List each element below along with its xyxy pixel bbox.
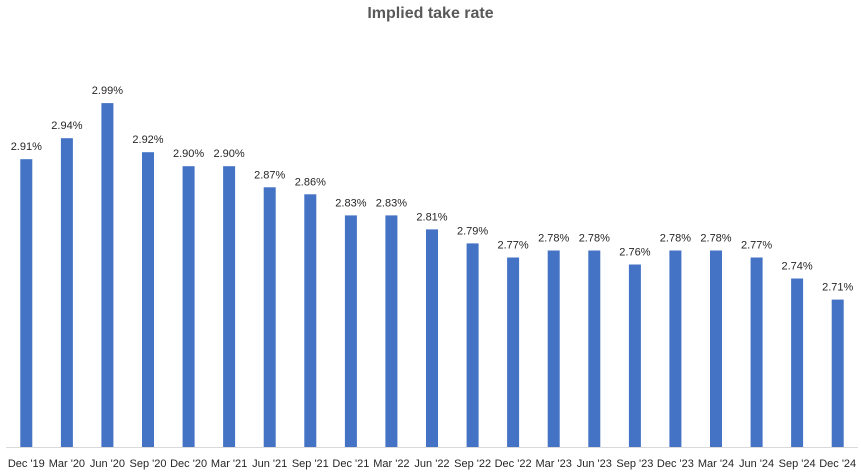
data-label-4: 2.90%: [173, 148, 204, 160]
x-tick-label-20: Dec '24: [819, 458, 856, 470]
data-label-14: 2.78%: [579, 233, 610, 245]
data-label-6: 2.87%: [254, 169, 285, 181]
bar-11: [466, 243, 479, 447]
bar-13: [547, 250, 560, 447]
x-tick-label-14: Jun '23: [577, 458, 612, 470]
x-tick-label-6: Jun '21: [252, 458, 287, 470]
x-tick-label-17: Mar '24: [698, 458, 734, 470]
bar-19: [791, 278, 804, 447]
data-label-19: 2.74%: [781, 261, 812, 273]
x-tick-label-8: Dec '21: [332, 458, 369, 470]
x-tick-label-2: Jun '20: [90, 458, 125, 470]
data-label-10: 2.81%: [416, 211, 447, 223]
chart-title: Implied take rate: [367, 5, 494, 22]
data-label-18: 2.77%: [741, 240, 772, 252]
bar-2: [101, 103, 114, 447]
x-tick-label-18: Jun '24: [739, 458, 774, 470]
bar-6: [263, 187, 276, 448]
x-tick-label-16: Dec '23: [657, 458, 694, 470]
bar-17: [710, 250, 722, 447]
bar-10: [426, 229, 438, 447]
data-label-2: 2.99%: [92, 85, 123, 97]
data-label-3: 2.92%: [132, 134, 163, 146]
data-label-11: 2.79%: [457, 225, 488, 237]
bar-3: [142, 152, 154, 447]
x-tick-label-11: Sep '22: [454, 458, 491, 470]
data-label-16: 2.78%: [660, 233, 691, 245]
x-tick-label-7: Sep '21: [292, 458, 329, 470]
bar-20: [831, 299, 844, 447]
data-label-20: 2.71%: [822, 282, 853, 294]
x-tick-label-9: Mar '22: [373, 458, 409, 470]
x-tick-label-4: Dec '20: [170, 458, 207, 470]
bar-7: [304, 194, 317, 447]
x-tick-label-5: Mar '21: [211, 458, 247, 470]
bar-15: [628, 264, 641, 447]
bar-12: [507, 257, 520, 447]
bar-16: [669, 250, 682, 447]
x-tick-label-1: Mar '20: [49, 458, 85, 470]
bar-4: [182, 166, 195, 447]
x-tick-label-3: Sep '20: [130, 458, 167, 470]
data-label-12: 2.77%: [497, 240, 528, 252]
data-label-1: 2.94%: [51, 120, 82, 132]
data-label-17: 2.78%: [700, 233, 731, 245]
bar-5: [223, 166, 236, 447]
x-tick-label-13: Mar '23: [536, 458, 572, 470]
bar-14: [588, 250, 601, 447]
data-label-15: 2.76%: [619, 247, 650, 259]
x-tick-label-10: Jun '22: [414, 458, 449, 470]
x-tick-label-19: Sep '24: [779, 458, 816, 470]
data-label-5: 2.90%: [213, 148, 244, 160]
data-label-9: 2.83%: [376, 197, 407, 209]
bar-8: [344, 215, 357, 447]
x-tick-label-0: Dec '19: [8, 458, 45, 470]
data-label-8: 2.83%: [335, 197, 366, 209]
data-label-13: 2.78%: [538, 233, 569, 245]
bar-18: [750, 257, 763, 447]
data-label-0: 2.91%: [11, 141, 42, 153]
x-tick-label-12: Dec '22: [495, 458, 532, 470]
bar-1: [60, 138, 73, 447]
data-label-7: 2.86%: [295, 176, 326, 188]
x-tick-label-15: Sep '23: [616, 458, 653, 470]
bar-9: [385, 215, 398, 447]
bar-0: [20, 159, 33, 447]
